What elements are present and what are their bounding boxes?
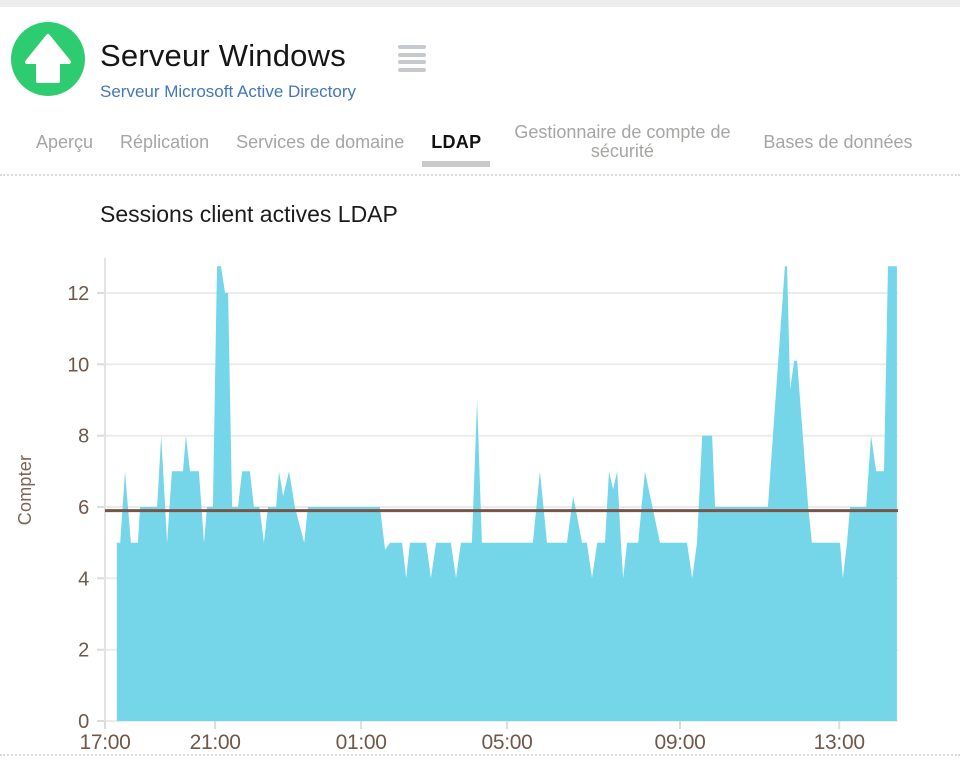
svg-text:0: 0 (78, 711, 89, 733)
svg-text:12: 12 (67, 283, 89, 305)
svg-text:6: 6 (78, 497, 89, 519)
svg-text:10: 10 (67, 354, 89, 376)
svg-text:05:00: 05:00 (481, 731, 532, 754)
svg-text:8: 8 (78, 426, 89, 448)
svg-text:01:00: 01:00 (336, 731, 387, 754)
page-title: Serveur Windows (100, 38, 346, 73)
up-arrow-icon (11, 22, 85, 96)
tab-r-plication[interactable]: Réplication (120, 131, 210, 152)
menu-icon[interactable] (398, 45, 426, 72)
tab-services-de-domaine[interactable]: Services de domaine (236, 131, 405, 152)
chart-title: Sessions client actives LDAP (100, 201, 398, 227)
tab-ldap[interactable]: LDAP (422, 131, 491, 167)
tab-gestionnaire-de-compte-de-s-curit-[interactable]: Gestionnaire de compte de sécurité (514, 122, 731, 161)
svg-text:4: 4 (78, 568, 89, 590)
svg-text:2: 2 (78, 640, 89, 662)
ldap-sessions-chart[interactable]: 0 2 4 6 8 10 12 17:00 21:00 01:00 05:00 09:00 13:00 C… (0, 188, 960, 760)
subtitle-link[interactable]: Serveur Microsoft Active Directory (100, 82, 357, 101)
svg-text:21:00: 21:00 (190, 731, 241, 754)
tab-separator (0, 174, 960, 176)
app-header: Serveur Windows Serveur Microsoft Active… (0, 7, 960, 176)
window-top-strip (0, 0, 960, 7)
tab-bar: Aperçu Réplication Services de domaine LDAP… (0, 111, 960, 173)
svg-text:09:00: 09:00 (654, 731, 705, 754)
tab-aper-u[interactable]: Aperçu (36, 131, 94, 152)
bottom-separator (0, 754, 960, 756)
svg-text:17:00: 17:00 (79, 731, 130, 754)
svg-text:Compter: Compter (15, 455, 35, 525)
svg-text:13:00: 13:00 (814, 731, 865, 754)
tab-bases-de-donn-es[interactable]: Bases de données (763, 131, 913, 152)
